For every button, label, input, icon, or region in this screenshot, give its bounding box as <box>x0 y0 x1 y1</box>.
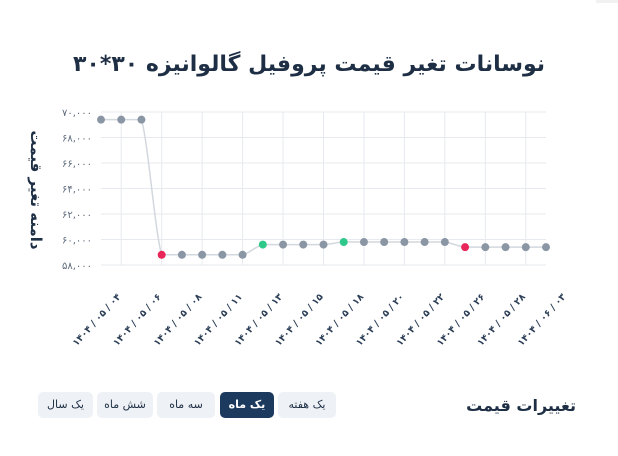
data-point-neutral <box>420 238 429 247</box>
data-point-neutral <box>481 243 490 252</box>
y-tick-label: ۶۰,۰۰۰ <box>62 236 92 247</box>
data-point-neutral <box>440 238 449 247</box>
range-one-week-button[interactable]: یک هفته <box>278 392 336 418</box>
range-one-year-button[interactable]: یک سال <box>38 392 93 418</box>
data-point-neutral <box>542 243 550 252</box>
data-point-neutral <box>400 238 409 247</box>
y-tick-label: ۶۴,۰۰۰ <box>62 185 92 196</box>
data-point-neutral <box>521 243 530 252</box>
range-one-month-button[interactable]: یک ماه <box>220 392 274 418</box>
data-point-neutral <box>177 250 186 259</box>
y-tick-label: ۶۶,۰۰۰ <box>62 159 92 170</box>
price-line-chart: ۵۸,۰۰۰ ۶۰,۰۰۰ ۶۲,۰۰۰ ۶۴,۰۰۰ ۶۶,۰۰۰ ۶۸,۰۰۰ ۷۰,۰… <box>62 108 569 348</box>
data-point-neutral <box>380 238 389 247</box>
data-point-neutral <box>97 115 105 124</box>
range-six-months-button[interactable]: شش ماه <box>97 392 153 418</box>
data-point-neutral <box>319 240 328 249</box>
y-tick-label: ۵۸,۰۰۰ <box>62 261 92 272</box>
corner-tab <box>596 0 618 3</box>
data-point-neutral <box>218 250 227 259</box>
price-changes-label: تغییرات قیمت <box>466 396 576 415</box>
data-point-decrease <box>157 250 166 259</box>
data-point-increase <box>339 238 348 247</box>
data-point-neutral <box>137 115 146 124</box>
data-point-neutral <box>198 250 207 259</box>
data-point-neutral <box>359 238 368 247</box>
y-tick-label: ۶۸,۰۰۰ <box>62 134 92 145</box>
data-point-neutral <box>117 115 126 124</box>
data-point-increase <box>258 240 267 249</box>
data-point-neutral <box>238 250 247 259</box>
chart-title: نوسانات تغیر قیمت پروفیل گالوانیزه ۳۰*۳۰ <box>72 52 546 77</box>
data-point-neutral <box>279 240 288 249</box>
data-point-neutral <box>299 240 308 249</box>
range-three-months-button[interactable]: سه ماه <box>157 392 215 418</box>
data-point-decrease <box>461 243 470 252</box>
y-tick-label: ۷۰,۰۰۰ <box>62 108 92 119</box>
data-point-neutral <box>501 243 510 252</box>
y-tick-label: ۶۲,۰۰۰ <box>62 210 92 221</box>
